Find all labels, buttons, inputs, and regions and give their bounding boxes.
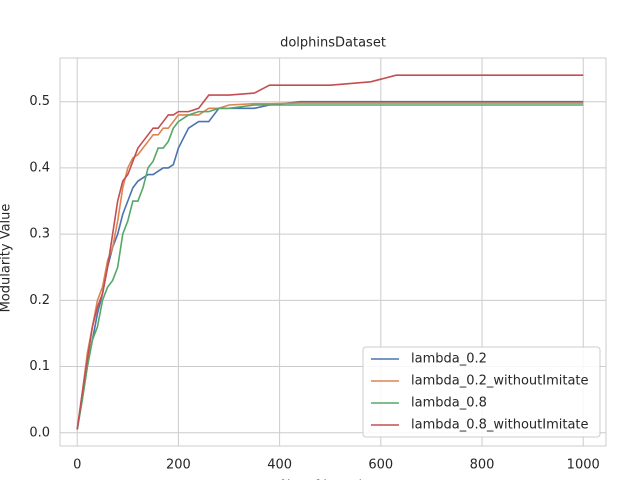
line-series	[76, 102, 584, 430]
x-tick-label: 0	[73, 458, 81, 473]
x-tick-label: 200	[166, 458, 191, 473]
chart-title: dolphinsDataset	[280, 36, 386, 51]
legend-box	[362, 346, 601, 438]
y-tick-label: 0.1	[29, 359, 50, 374]
x-tick-label: 600	[368, 458, 393, 473]
y-tick-label: 0.4	[29, 160, 50, 175]
y-axis-label: Modularity Value	[0, 204, 14, 313]
line-series	[76, 74, 584, 430]
legend-label: lambda_0.8_withoutImitate	[411, 418, 589, 433]
y-tick-label: 0.5	[29, 94, 50, 109]
x-tick-label: 1000	[567, 458, 600, 473]
legend-label: lambda_0.2_withoutImitate	[411, 374, 589, 389]
legend-label: lambda_0.2	[411, 352, 487, 367]
legend-label: lambda_0.8	[411, 396, 487, 411]
x-axis-label: No. of Iterations	[281, 479, 386, 480]
legend: lambda_0.2 lambda_0.2_withoutImitatelambd…	[362, 346, 601, 438]
line-series	[76, 104, 584, 430]
x-tick-label: 400	[267, 458, 292, 473]
y-tick-label: 0.2	[29, 293, 50, 308]
x-tick-label: 800	[470, 458, 495, 473]
y-tick-label: 0.0	[29, 425, 50, 440]
y-tick-label: 0.3	[29, 227, 50, 242]
